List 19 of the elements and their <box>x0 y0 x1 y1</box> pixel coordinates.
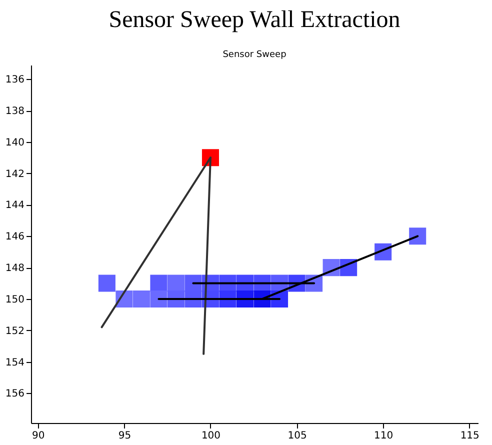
y-tick-label: 146 <box>5 232 24 243</box>
x-tick-label: 100 <box>201 430 221 442</box>
y-tick-label: 156 <box>5 388 24 400</box>
x-tick-label: 90 <box>32 430 45 442</box>
chart-subtitle: Sensor Sweep <box>222 50 287 60</box>
y-tick-label: 150 <box>5 294 24 306</box>
x-tick-label: 95 <box>118 430 132 442</box>
x-tick-label: 105 <box>288 430 307 442</box>
y-tick-label: 138 <box>5 106 24 118</box>
x-tick-label: 110 <box>374 430 394 442</box>
x-tick-label: 115 <box>460 430 480 442</box>
y-tick-label: 148 <box>5 263 24 274</box>
y-tick-label: 140 <box>5 137 24 148</box>
y-tick-label: 144 <box>5 200 24 212</box>
y-tick-label: 142 <box>5 168 24 180</box>
y-tick-label: 152 <box>5 326 24 337</box>
y-tick-label: 136 <box>5 74 24 86</box>
y-tick-label: 154 <box>5 357 24 368</box>
chart-title: Sensor Sweep Wall Extraction <box>108 7 400 33</box>
